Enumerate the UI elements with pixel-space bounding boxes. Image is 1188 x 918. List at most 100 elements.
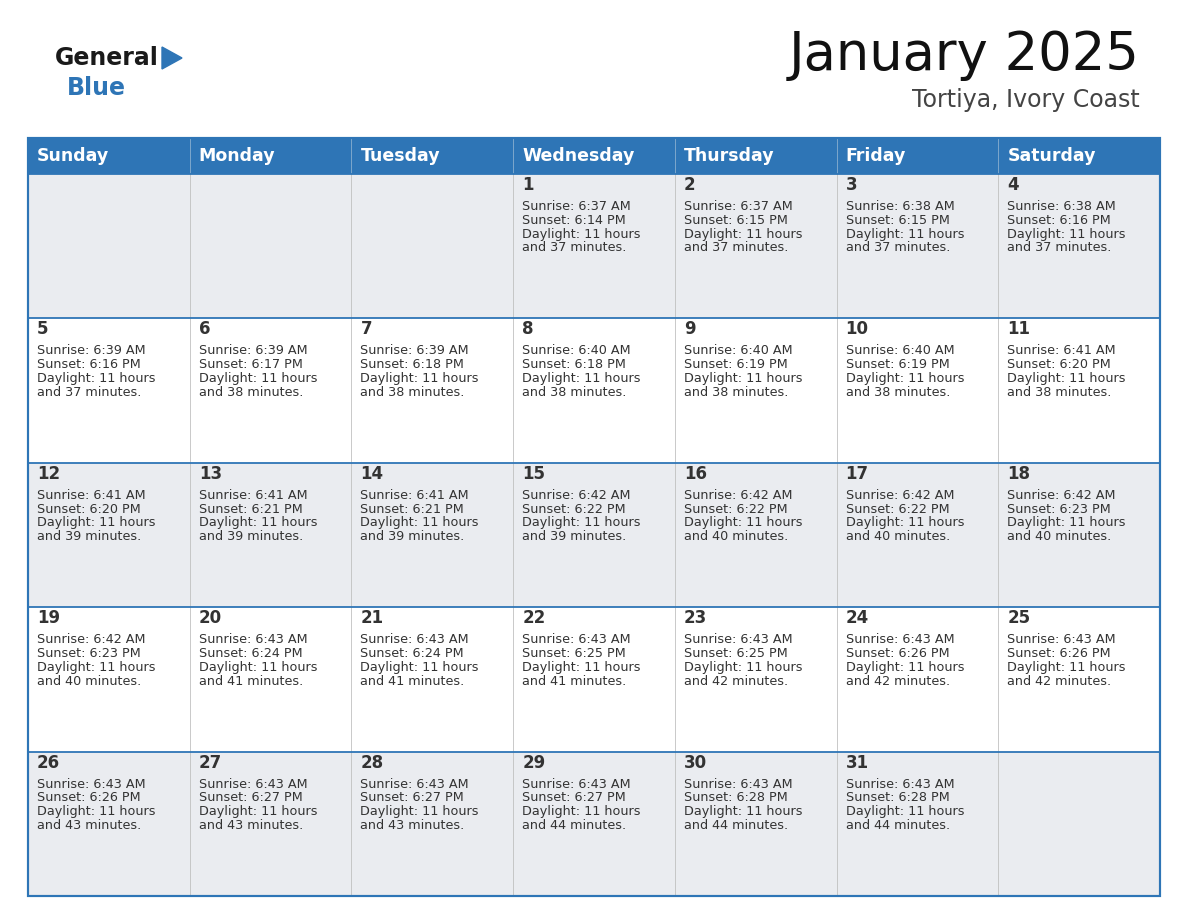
Text: and 39 minutes.: and 39 minutes.	[523, 531, 626, 543]
Text: 30: 30	[684, 754, 707, 772]
Text: and 37 minutes.: and 37 minutes.	[684, 241, 788, 254]
Text: 17: 17	[846, 465, 868, 483]
Text: and 42 minutes.: and 42 minutes.	[1007, 675, 1112, 688]
Bar	[675, 138, 836, 174]
Text: 9: 9	[684, 320, 695, 339]
Text: 11: 11	[1007, 320, 1030, 339]
Text: Daylight: 11 hours: Daylight: 11 hours	[684, 805, 802, 818]
Text: Daylight: 11 hours: Daylight: 11 hours	[846, 228, 965, 241]
Text: Sunset: 6:26 PM: Sunset: 6:26 PM	[846, 647, 949, 660]
Text: Wednesday: Wednesday	[523, 147, 634, 165]
Text: Sunset: 6:14 PM: Sunset: 6:14 PM	[523, 214, 626, 227]
Text: Sunset: 6:18 PM: Sunset: 6:18 PM	[360, 358, 465, 371]
Bar	[29, 138, 190, 174]
Text: Daylight: 11 hours: Daylight: 11 hours	[523, 517, 640, 530]
Text: 1: 1	[523, 176, 533, 194]
Text: Daylight: 11 hours: Daylight: 11 hours	[1007, 517, 1126, 530]
Text: Daylight: 11 hours: Daylight: 11 hours	[37, 805, 156, 818]
Text: 25: 25	[1007, 610, 1030, 627]
Text: 18: 18	[1007, 465, 1030, 483]
Text: January 2025: January 2025	[789, 29, 1140, 81]
Bar	[29, 174, 190, 319]
Text: Sunrise: 6:43 AM: Sunrise: 6:43 AM	[1007, 633, 1116, 646]
Text: and 38 minutes.: and 38 minutes.	[360, 386, 465, 398]
Text: and 37 minutes.: and 37 minutes.	[846, 241, 950, 254]
Bar	[513, 319, 675, 463]
Text: and 37 minutes.: and 37 minutes.	[37, 386, 141, 398]
Bar	[998, 174, 1159, 319]
Text: Sunset: 6:24 PM: Sunset: 6:24 PM	[198, 647, 302, 660]
Text: Sunrise: 6:43 AM: Sunrise: 6:43 AM	[37, 778, 146, 790]
Text: and 41 minutes.: and 41 minutes.	[523, 675, 626, 688]
Bar	[352, 463, 513, 607]
Bar	[836, 752, 998, 896]
Bar	[513, 752, 675, 896]
Text: Daylight: 11 hours: Daylight: 11 hours	[846, 805, 965, 818]
Text: Sunrise: 6:38 AM: Sunrise: 6:38 AM	[846, 200, 954, 213]
Text: Sunrise: 6:42 AM: Sunrise: 6:42 AM	[846, 488, 954, 502]
Bar	[836, 463, 998, 607]
Bar	[998, 463, 1159, 607]
Text: Sunrise: 6:38 AM: Sunrise: 6:38 AM	[1007, 200, 1116, 213]
Text: Sunrise: 6:43 AM: Sunrise: 6:43 AM	[523, 778, 631, 790]
Text: and 38 minutes.: and 38 minutes.	[846, 386, 950, 398]
Text: Sunrise: 6:43 AM: Sunrise: 6:43 AM	[198, 778, 308, 790]
Text: Sunrise: 6:43 AM: Sunrise: 6:43 AM	[846, 778, 954, 790]
Text: Sunset: 6:22 PM: Sunset: 6:22 PM	[523, 502, 626, 516]
Text: Sunrise: 6:43 AM: Sunrise: 6:43 AM	[684, 778, 792, 790]
Text: Sunset: 6:15 PM: Sunset: 6:15 PM	[846, 214, 949, 227]
Text: Sunrise: 6:37 AM: Sunrise: 6:37 AM	[523, 200, 631, 213]
Text: Daylight: 11 hours: Daylight: 11 hours	[360, 517, 479, 530]
Text: Daylight: 11 hours: Daylight: 11 hours	[523, 372, 640, 385]
Text: 4: 4	[1007, 176, 1019, 194]
Text: Sunset: 6:23 PM: Sunset: 6:23 PM	[1007, 502, 1111, 516]
Text: Daylight: 11 hours: Daylight: 11 hours	[684, 517, 802, 530]
Text: Daylight: 11 hours: Daylight: 11 hours	[1007, 372, 1126, 385]
Text: and 40 minutes.: and 40 minutes.	[37, 675, 141, 688]
Text: Sunset: 6:26 PM: Sunset: 6:26 PM	[37, 791, 140, 804]
Text: 16: 16	[684, 465, 707, 483]
Text: and 40 minutes.: and 40 minutes.	[846, 531, 950, 543]
Text: Daylight: 11 hours: Daylight: 11 hours	[1007, 661, 1126, 674]
Text: and 37 minutes.: and 37 minutes.	[1007, 241, 1112, 254]
Bar	[352, 607, 513, 752]
Bar	[190, 138, 352, 174]
Text: Sunrise: 6:43 AM: Sunrise: 6:43 AM	[360, 633, 469, 646]
Text: Daylight: 11 hours: Daylight: 11 hours	[1007, 228, 1126, 241]
Text: 12: 12	[37, 465, 61, 483]
Bar	[675, 319, 836, 463]
Text: Sunset: 6:27 PM: Sunset: 6:27 PM	[360, 791, 465, 804]
Text: Sunrise: 6:42 AM: Sunrise: 6:42 AM	[684, 488, 792, 502]
Text: Daylight: 11 hours: Daylight: 11 hours	[360, 372, 479, 385]
Text: 20: 20	[198, 610, 222, 627]
Bar	[190, 463, 352, 607]
Text: Sunrise: 6:39 AM: Sunrise: 6:39 AM	[360, 344, 469, 357]
Text: Daylight: 11 hours: Daylight: 11 hours	[846, 661, 965, 674]
Text: Sunset: 6:17 PM: Sunset: 6:17 PM	[198, 358, 303, 371]
Bar	[836, 138, 998, 174]
Text: Sunset: 6:26 PM: Sunset: 6:26 PM	[1007, 647, 1111, 660]
Text: 29: 29	[523, 754, 545, 772]
Text: Daylight: 11 hours: Daylight: 11 hours	[523, 661, 640, 674]
Bar	[675, 463, 836, 607]
Text: Blue: Blue	[67, 76, 126, 100]
Text: 2: 2	[684, 176, 695, 194]
Bar	[998, 319, 1159, 463]
Bar	[29, 463, 190, 607]
Text: Sunrise: 6:42 AM: Sunrise: 6:42 AM	[1007, 488, 1116, 502]
Text: and 40 minutes.: and 40 minutes.	[684, 531, 788, 543]
Text: Sunrise: 6:43 AM: Sunrise: 6:43 AM	[684, 633, 792, 646]
Bar	[29, 319, 190, 463]
Text: 14: 14	[360, 465, 384, 483]
Text: Daylight: 11 hours: Daylight: 11 hours	[684, 661, 802, 674]
Text: Daylight: 11 hours: Daylight: 11 hours	[684, 372, 802, 385]
Text: Sunset: 6:22 PM: Sunset: 6:22 PM	[846, 502, 949, 516]
Bar	[675, 174, 836, 319]
Text: 28: 28	[360, 754, 384, 772]
Text: Daylight: 11 hours: Daylight: 11 hours	[846, 372, 965, 385]
Bar	[675, 607, 836, 752]
Bar	[190, 752, 352, 896]
Text: Sunset: 6:19 PM: Sunset: 6:19 PM	[846, 358, 949, 371]
Text: Sunset: 6:27 PM: Sunset: 6:27 PM	[198, 791, 303, 804]
Text: Sunrise: 6:43 AM: Sunrise: 6:43 AM	[198, 633, 308, 646]
